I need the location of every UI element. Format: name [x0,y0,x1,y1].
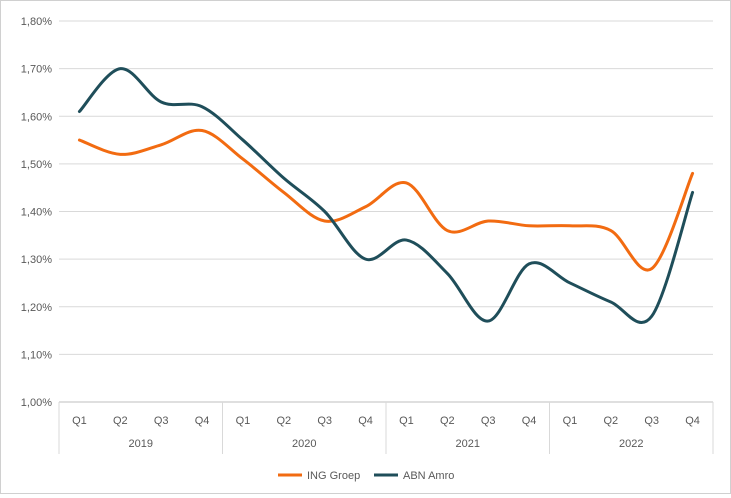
year-label: 2021 [456,438,480,450]
legend-label-abn-amro: ABN Amro [403,470,454,482]
y-axis: 1,00% 1,10% 1,20% 1,30% 1,40% 1,50% 1,60% 1,70%… [21,16,52,409]
x-tick-label: Q1 [399,415,414,427]
y-tick-label: 1,30% [21,254,52,266]
y-tick-label: 1,40% [21,207,52,219]
gridlines [59,20,713,403]
x-tick-label: Q4 [195,415,210,427]
series-line-abn-amro [77,67,695,324]
x-tick-label: Q4 [358,415,373,427]
y-tick-label: 1,20% [21,302,52,314]
y-tick-label: 1,80% [21,16,52,28]
y-tick-label: 1,50% [21,159,52,171]
x-tick-label: Q4 [522,415,537,427]
y-tick-label: 1,70% [21,64,52,76]
y-tick-label: 1,60% [21,111,52,123]
x-axis: Q1 Q2 Q3 Q4 Q1 Q2 Q3 Q4 Q1 Q2 Q3 Q4 Q1 Q2 Q3 Q4 2019 2020… [58,402,714,454]
x-tick-label: Q2 [603,415,618,427]
year-label: 2022 [619,438,643,450]
series-lines [77,67,695,324]
x-tick-label: Q2 [440,415,455,427]
x-tick-label: Q2 [276,415,291,427]
x-tick-label: Q4 [685,415,700,427]
x-tick-label: Q3 [154,415,169,427]
series-line-ing-groep [77,128,695,272]
legend-label-ing-groep: ING Groep [307,470,360,482]
x-tick-label: Q3 [317,415,332,427]
year-label: 2019 [129,438,153,450]
x-tick-label: Q3 [481,415,496,427]
x-tick-label: Q1 [72,415,87,427]
x-tick-label: Q1 [236,415,251,427]
legend: ING Groep ABN Amro [278,470,454,482]
x-tick-label: Q2 [113,415,128,427]
x-tick-label: Q1 [563,415,578,427]
x-tick-label: Q3 [644,415,659,427]
y-tick-label: 1,10% [21,349,52,361]
year-label: 2020 [292,438,316,450]
y-tick-label: 1,00% [21,397,52,409]
